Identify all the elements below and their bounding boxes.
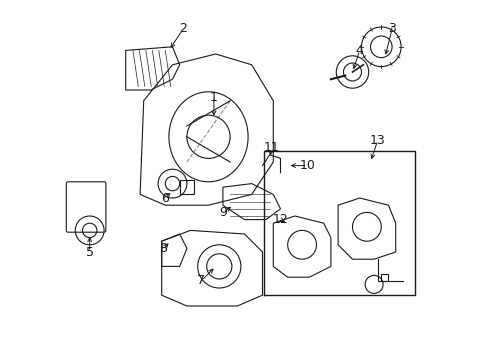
Text: 3: 3 [387,22,395,35]
Text: 12: 12 [272,213,288,226]
Text: 10: 10 [299,159,315,172]
Text: 2: 2 [179,22,187,35]
Text: 9: 9 [219,206,226,219]
Text: 4: 4 [355,44,363,57]
Text: 13: 13 [369,134,385,147]
Text: 7: 7 [197,274,205,287]
Text: 5: 5 [85,246,94,258]
Text: 1: 1 [209,91,217,104]
Text: 6: 6 [161,192,169,204]
Bar [179,180,194,194]
Text: 8: 8 [159,242,167,255]
Text: 11: 11 [263,141,279,154]
